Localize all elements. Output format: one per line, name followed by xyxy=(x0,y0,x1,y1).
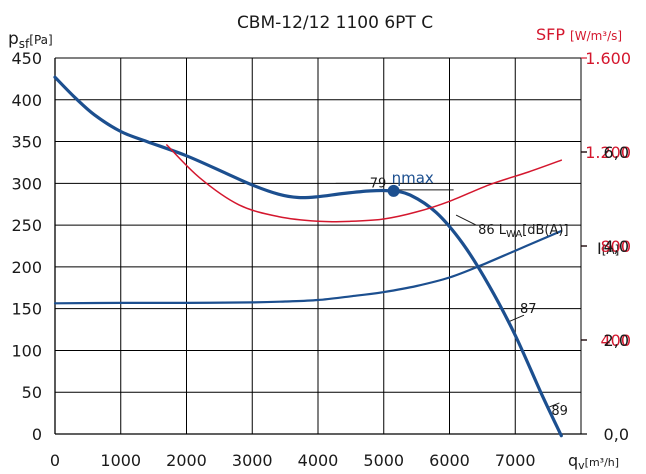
y-right-sfp-label-main: SFP xyxy=(536,25,565,44)
lwa-86-sub: WA xyxy=(506,229,522,240)
lwa-86-unit: [dB(A)] xyxy=(522,223,568,238)
y-left-tick-label: 400 xyxy=(11,91,42,110)
x-tick-label: 5000 xyxy=(363,451,404,470)
lwa-87-label: 87 xyxy=(520,302,537,317)
y-right-current-label-unit: [A] xyxy=(602,243,620,257)
y-right-current-tick-label: 6,0 xyxy=(604,143,629,162)
sfp-curve xyxy=(166,144,563,223)
lwa-79-label: 79 xyxy=(370,176,387,191)
x-tick-label: 3000 xyxy=(232,451,273,470)
y-left-tick-label: 300 xyxy=(11,174,42,193)
lwa-86-leader xyxy=(455,214,477,226)
x-tick-label: 7000 xyxy=(495,451,536,470)
x-label-sub: v xyxy=(578,459,585,472)
eta-max-point xyxy=(387,184,400,197)
x-tick-label: 2000 xyxy=(166,451,207,470)
series-layer xyxy=(53,75,563,438)
y-left-tick-label: 250 xyxy=(11,216,42,235)
eta-max-label: ηmax xyxy=(392,169,434,187)
y-left-tick-label: 450 xyxy=(11,49,42,68)
x-tick-label: 0 xyxy=(50,451,60,470)
lwa-86-label: 86 LWA[dB(A)] xyxy=(478,223,568,240)
current-curve xyxy=(53,229,563,305)
y-right-sfp-label: SFP [W/m³/s] xyxy=(536,25,622,44)
y-left-axis-label: psf[Pa] xyxy=(8,29,53,51)
y-left-tick-label: 100 xyxy=(11,341,42,360)
lwa-89-label: 89 xyxy=(551,404,568,419)
x-tick-label: 1000 xyxy=(100,451,141,470)
y-right-current-tick-label: 2,0 xyxy=(604,331,629,350)
y-left-label-main: p xyxy=(8,29,19,49)
lwa-87-leader xyxy=(509,314,525,322)
grid xyxy=(55,57,581,434)
y-right-sfp-tick-label: 1.200 xyxy=(585,143,631,162)
y-left-tick-label: 150 xyxy=(11,300,42,319)
y-left-label-unit: [Pa] xyxy=(29,33,52,47)
y-right-current-tick-label: 0,0 xyxy=(604,425,629,444)
y-left-tick-label: 200 xyxy=(11,258,42,277)
y-right-sfp-tick-label: 800 xyxy=(600,237,631,256)
y-right-sfp-tick-label: 400 xyxy=(600,331,631,350)
lwa-86-text: 86 L xyxy=(478,223,507,238)
x-tick-label: 6000 xyxy=(429,451,470,470)
x-label-unit: [m³/h] xyxy=(585,456,619,469)
y-left-tick-label: 0 xyxy=(32,425,42,444)
lwa-89-leader xyxy=(549,402,560,408)
y-right-sfp-label-unit: [W/m³/s] xyxy=(570,29,622,43)
y-left-tick-label: 350 xyxy=(11,133,42,152)
annotations: ηmax 79 86 LWA[dB(A)] 87 89 xyxy=(335,169,569,419)
y-left-tick-label: 50 xyxy=(22,383,42,402)
x-tick-label: 4000 xyxy=(298,451,339,470)
chart-title: CBM-12/12 1100 6PT C xyxy=(237,13,433,33)
pressure-curve xyxy=(53,75,563,438)
y-left-label-sub: sf xyxy=(19,37,30,51)
x-label-main: q xyxy=(568,451,578,470)
y-right-current-label-main: I xyxy=(597,239,602,258)
x-axis-label: qv[m³/h] xyxy=(568,451,619,472)
y-right-current-tick-label: 4,0 xyxy=(604,237,629,256)
tick-labels: 0 1000 2000 3000 4000 5000 6000 7000 0 50 100 150 20… xyxy=(11,49,631,470)
y-right-sfp-tick-label: 1.600 xyxy=(585,49,631,68)
y-right-current-label: I[A] xyxy=(597,239,619,258)
